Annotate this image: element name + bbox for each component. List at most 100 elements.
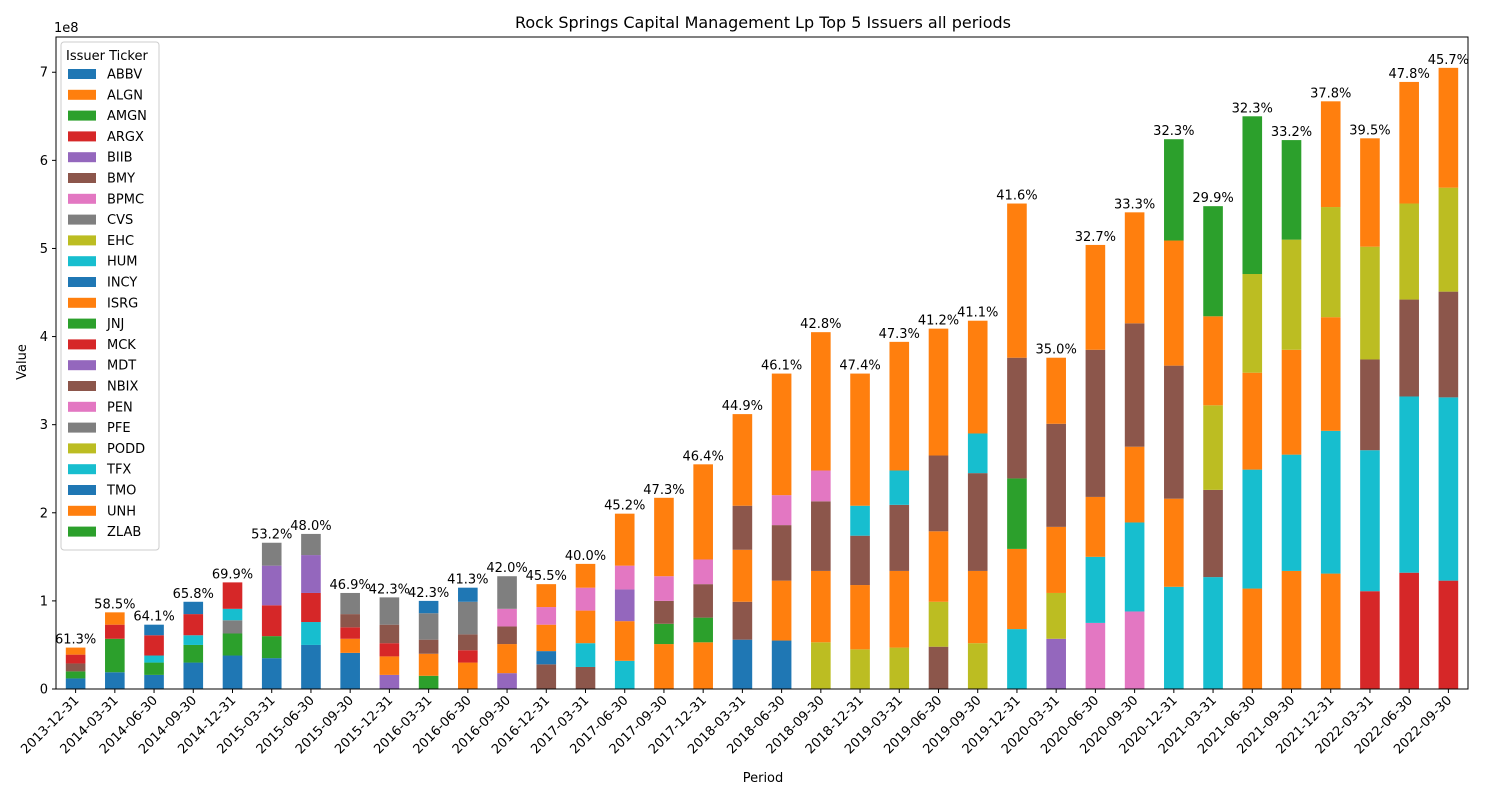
legend-swatch-zlab — [68, 526, 96, 537]
bar-segment-2015-03-31-cvs — [261, 542, 282, 566]
bar-segment-2022-09-30-tfx — [1438, 397, 1459, 581]
legend-swatch-biib — [68, 152, 96, 163]
bar-segment-2017-12-31-isrg — [693, 464, 713, 560]
bar-segment-2021-03-31-nbix — [1203, 489, 1223, 578]
legend-swatch-argx — [68, 131, 96, 142]
bar-segment-2015-03-31-mck — [261, 605, 282, 637]
bar-total-label: 64.1% — [133, 610, 174, 625]
legend-label-podd: PODD — [107, 442, 145, 457]
bar-segment-2018-09-30-isrg — [811, 332, 831, 471]
bar-segment-2019-09-30-unh — [967, 570, 988, 644]
bar-total-label: 45.5% — [526, 569, 567, 584]
legend-swatch-cvs — [68, 214, 96, 225]
bar-total-label: 39.5% — [1349, 123, 1390, 138]
bar-segment-2017-03-31-bmy — [575, 666, 596, 689]
bar-segment-2021-06-30-isrg — [1242, 372, 1263, 470]
bar-segment-2019-03-31-nbix — [889, 504, 910, 571]
legend-label-nbix: NBIX — [107, 380, 138, 395]
bar-segment-2015-12-31-mdt — [379, 674, 400, 689]
legend-label-cvs: CVS — [107, 213, 133, 228]
bar-segment-2016-06-30-unh — [458, 662, 478, 689]
bar-segment-2021-03-31-zlab — [1203, 206, 1223, 317]
legend-swatch-tmo — [68, 485, 96, 495]
bar-total-label: 46.9% — [330, 578, 371, 593]
bar-segment-2019-12-31-unh — [1007, 548, 1027, 630]
bar-segment-2020-03-31-unh — [1046, 526, 1066, 593]
bar-total-label: 42.0% — [486, 561, 527, 576]
legend-label-pen: PEN — [107, 400, 133, 415]
y-axis-label: Value — [15, 344, 30, 380]
bar-segment-2018-03-31-bmy — [732, 505, 753, 550]
bar-segment-2021-12-31-tfx — [1320, 430, 1341, 574]
bar-total-label: 41.3% — [447, 573, 488, 588]
bar-segment-2015-06-30-mck — [301, 592, 321, 623]
bar-segment-2014-03-31-abbv — [105, 672, 125, 689]
bar-segment-2022-03-31-nbix — [1360, 359, 1380, 451]
bar-segment-2021-03-31-tfx — [1203, 577, 1223, 689]
bar-segment-2017-06-30-unh — [614, 621, 635, 661]
bar-segment-2014-09-30-abbv — [183, 662, 204, 689]
y-tick-label: 1 — [40, 594, 48, 609]
legend-swatch-abbv — [68, 69, 96, 79]
bar-segment-2015-06-30-abbv — [301, 644, 321, 689]
bar-total-label: 33.3% — [1114, 197, 1155, 212]
bar-segment-2014-06-30-amgn — [144, 662, 164, 675]
bar-total-label: 65.8% — [173, 587, 214, 602]
bar-total-label: 45.2% — [604, 499, 645, 514]
legend-label-argx: ARGX — [107, 130, 144, 145]
legend-swatch-amgn — [68, 110, 96, 121]
bar-total-label: 61.3% — [55, 633, 96, 648]
bar-segment-2018-12-31-unh — [850, 585, 870, 650]
bar-segment-2016-06-30-pfe — [458, 601, 478, 635]
bar-segment-2014-03-31-jnj — [105, 638, 125, 673]
bar-segment-2022-03-31-tfx — [1360, 450, 1380, 592]
bar-segment-2021-03-31-podd — [1203, 405, 1223, 490]
bar-segment-2014-06-30-tmo — [144, 624, 164, 636]
bar-segment-2019-12-31-nbix — [1007, 357, 1027, 479]
legend-label-bmy: BMY — [107, 172, 135, 187]
bar-segment-2018-06-30-nbix — [771, 525, 792, 581]
bar-segment-2015-03-31-amgn — [261, 636, 282, 659]
bar-segment-2015-12-31-cvs — [379, 597, 400, 625]
bar-segment-2019-06-30-isrg — [928, 328, 949, 456]
plot-frame — [55, 36, 1469, 690]
legend-label-mdt: MDT — [107, 359, 136, 374]
bar-segment-2019-03-31-tfx — [889, 470, 910, 505]
bar-segment-2014-03-31-unh — [105, 612, 125, 625]
legend-swatch-algn — [68, 89, 96, 100]
legend-label-pfe: PFE — [107, 421, 131, 436]
y-axis-multiplier: 1e8 — [54, 21, 79, 36]
bar-segment-2016-12-31-tmo — [536, 651, 557, 665]
legend-swatch-pen — [68, 401, 96, 412]
bar-segment-2017-12-31-amgn — [693, 617, 713, 643]
bar-segment-2017-09-30-pen — [654, 576, 674, 601]
bar-segment-2021-12-31-podd — [1320, 207, 1341, 318]
bar-segment-2020-03-31-mdt — [1046, 638, 1066, 689]
bar-segment-2018-03-31-unh — [732, 414, 753, 506]
bar-segment-2016-12-31-bmy — [536, 664, 557, 689]
bar-segment-2019-12-31-isrg — [1007, 203, 1027, 358]
bar-segment-2020-06-30-tfx — [1085, 556, 1106, 623]
bar-segment-2016-09-30-pen — [497, 608, 517, 627]
bar-segment-2018-09-30-podd — [811, 642, 831, 689]
bar-segment-2017-03-31-hum — [575, 643, 596, 667]
bar-segment-2017-03-31-pen — [575, 587, 596, 611]
bar-segment-2016-12-31-isrg — [536, 584, 557, 608]
bar-segment-2022-03-31-podd — [1360, 246, 1380, 360]
bar-segment-2019-09-30-nbix — [967, 473, 988, 571]
bar-total-label: 37.8% — [1310, 86, 1351, 101]
bar-segment-2015-09-30-abbv — [340, 652, 360, 689]
bar-total-label: 46.1% — [761, 359, 802, 374]
bar-segment-2014-09-30-mck — [183, 614, 204, 636]
legend-label-tmo: TMO — [106, 484, 136, 499]
bar-segment-2021-12-31-unh — [1320, 573, 1341, 689]
bar-segment-2022-03-31-argx — [1360, 591, 1380, 689]
bar-segment-2018-03-31-isrg — [732, 549, 753, 602]
bar-segment-2018-06-30-unh — [771, 580, 792, 641]
bar-segment-2016-09-30-cvs — [497, 576, 517, 609]
legend-swatch-pfe — [68, 422, 96, 433]
legend-label-biib: BIIB — [107, 151, 133, 166]
bar-segment-2018-06-30-incy — [771, 640, 792, 689]
bar-segment-2020-09-30-unh — [1124, 446, 1145, 523]
bar-segment-2016-09-30-mdt — [497, 673, 517, 689]
